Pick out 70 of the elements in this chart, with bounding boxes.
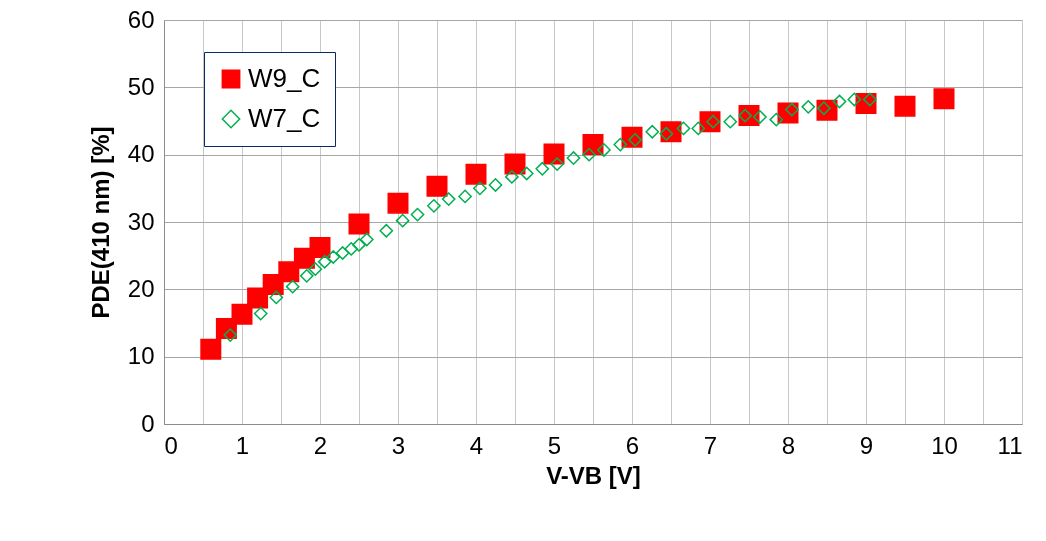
point	[458, 189, 472, 204]
point	[505, 170, 519, 184]
x-tick-label: 5	[547, 431, 562, 459]
y-tick-label: 20	[127, 274, 155, 302]
x-tick-label: 9	[859, 431, 874, 459]
x-tick-label: 11	[997, 431, 1023, 459]
x-axis-title: V-VB [V]	[546, 461, 641, 489]
point	[200, 338, 222, 360]
legend-label: W9_C	[248, 63, 321, 93]
point	[379, 223, 394, 238]
point	[645, 124, 660, 139]
point	[308, 262, 323, 277]
point	[676, 121, 691, 136]
point	[769, 112, 784, 127]
point	[317, 254, 332, 269]
point	[535, 161, 550, 176]
point	[933, 88, 955, 110]
point	[519, 166, 534, 181]
point	[348, 213, 370, 235]
point	[801, 99, 816, 114]
point	[597, 143, 611, 157]
point	[723, 114, 738, 129]
point	[352, 238, 366, 252]
point	[253, 306, 268, 321]
point	[359, 232, 374, 247]
point	[285, 279, 300, 294]
x-tick-label: 3	[391, 431, 406, 459]
point	[441, 192, 456, 206]
point	[550, 157, 564, 171]
y-tick-label: 0	[141, 409, 155, 437]
x-tick-label: 7	[703, 431, 718, 459]
point	[894, 95, 916, 117]
point	[847, 92, 862, 107]
y-tick-label: 40	[127, 140, 155, 168]
point	[426, 175, 448, 197]
point	[395, 213, 410, 228]
legend-label: W7_C	[248, 103, 321, 133]
point	[247, 287, 269, 309]
x-tick-label: 10	[931, 431, 958, 459]
x-tick-label: 4	[469, 431, 484, 459]
point	[613, 137, 628, 152]
point	[427, 198, 441, 213]
x-tick-label: 6	[625, 431, 640, 459]
point	[269, 290, 284, 305]
point	[488, 178, 503, 192]
point	[335, 246, 350, 260]
point	[410, 207, 425, 222]
point	[582, 147, 596, 162]
y-tick-label: 50	[127, 72, 155, 100]
point	[387, 192, 409, 214]
y-tick-label: 10	[127, 342, 155, 370]
x-tick-label: 2	[313, 431, 328, 459]
point	[473, 181, 487, 196]
x-tick-label: 8	[781, 431, 796, 459]
point	[326, 250, 341, 264]
point	[543, 143, 565, 165]
point	[566, 151, 581, 165]
y-tick-label: 60	[127, 5, 155, 33]
y-axis-title: PDE(410 nm) [%]	[86, 126, 114, 319]
point	[753, 110, 767, 124]
x-tick-label: 1	[235, 431, 250, 459]
point	[344, 242, 359, 256]
point	[465, 163, 487, 185]
point	[231, 303, 253, 325]
point	[309, 237, 331, 259]
y-tick-label: 30	[127, 207, 155, 235]
point	[691, 121, 706, 136]
point	[832, 94, 847, 109]
x-tick-label: 0	[164, 431, 178, 459]
point	[299, 268, 314, 283]
